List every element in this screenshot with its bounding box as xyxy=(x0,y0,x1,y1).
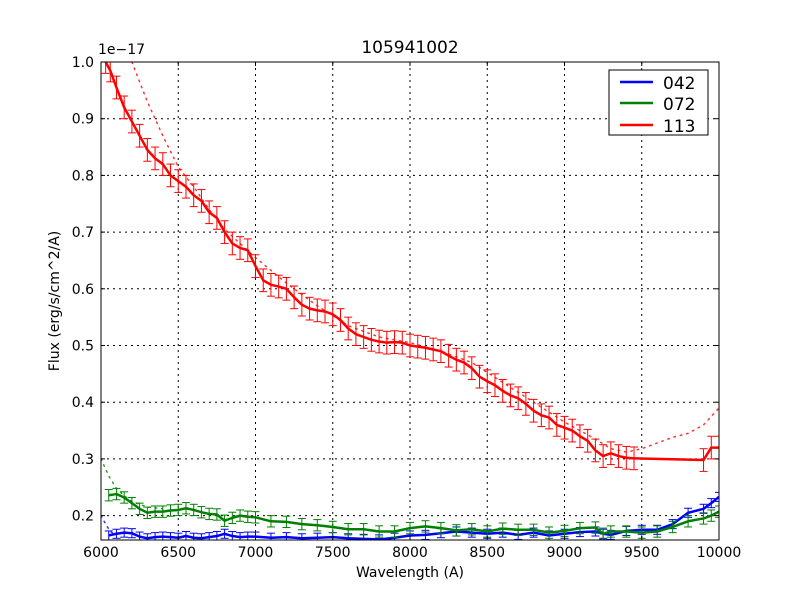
legend-item-042: 042 xyxy=(620,74,695,94)
y-tick-label: 0.4 xyxy=(72,395,94,411)
data-line xyxy=(108,492,719,536)
grid-lines xyxy=(101,62,719,540)
y-tick-label: 0.7 xyxy=(72,225,94,241)
data-line xyxy=(104,62,719,462)
series-layer xyxy=(101,62,719,540)
y-tick-label: 0.9 xyxy=(72,112,94,128)
model-curve xyxy=(101,514,118,537)
legend-label: 113 xyxy=(663,117,695,137)
x-tick-label: 9500 xyxy=(624,545,660,561)
chart-title: 105941002 xyxy=(361,38,458,58)
legend: 042 072 113 xyxy=(608,69,709,137)
x-tick-label: 6500 xyxy=(160,545,196,561)
y-offset-label: 1e−17 xyxy=(98,42,145,58)
x-tick-label: 10000 xyxy=(697,545,742,561)
legend-item-072: 072 xyxy=(620,95,695,115)
y-axis-label: Flux (erg/s/cm^2/A) xyxy=(47,231,63,371)
x-tick-label: 8000 xyxy=(392,545,428,561)
x-axis-label: Wavelength (A) xyxy=(356,565,464,581)
x-tick-label: 8500 xyxy=(469,545,505,561)
axis-ticks: 6000 6500 7000 7500 8000 8500 9000 9500 10000 0.2… xyxy=(72,55,742,561)
y-tick-label: 0.5 xyxy=(72,339,94,355)
x-tick-label: 7000 xyxy=(238,545,274,561)
x-tick-label: 7500 xyxy=(315,545,351,561)
legend-item-113: 113 xyxy=(620,117,695,137)
y-tick-label: 0.3 xyxy=(72,452,94,468)
y-tick-label: 0.8 xyxy=(72,168,94,184)
series-113 xyxy=(101,62,719,472)
legend-label: 072 xyxy=(663,95,695,115)
x-tick-label: 6000 xyxy=(83,545,119,561)
y-tick-label: 0.6 xyxy=(72,282,94,298)
series-072 xyxy=(101,458,719,540)
data-line xyxy=(108,495,719,540)
x-tick-label: 9000 xyxy=(547,545,583,561)
legend-label: 042 xyxy=(663,74,695,94)
y-tick-label: 1.0 xyxy=(72,55,94,71)
y-tick-label: 0.2 xyxy=(72,509,94,525)
